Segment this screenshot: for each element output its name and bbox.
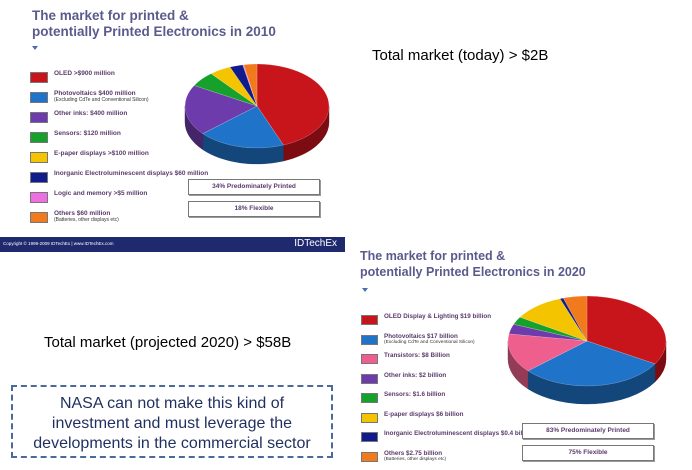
- footer-copyright: Copyright © 1999-2009 IDTechEx | www.IDT…: [3, 241, 114, 246]
- nasa-line-2: investment and must leverage the: [13, 414, 331, 434]
- idtechex-logo: IDTechEx: [294, 238, 337, 249]
- nasa-line-1: NASA can not make this kind of: [13, 394, 331, 414]
- slide-2010-printed-note: 34% Predominately Printed: [188, 179, 320, 195]
- slide-2020-printed-note: 83% Predominately Printed: [522, 423, 654, 439]
- slide-2020-flexible-note: 75% Flexible: [522, 445, 654, 461]
- nasa-callout-box: NASA can not make this kind of investmen…: [11, 385, 333, 458]
- nasa-line-3: developments in the commercial sector: [13, 434, 331, 454]
- slide-2010-flexible-note: 18% Flexible: [188, 201, 320, 217]
- slide-2010-footer: Copyright © 1999-2009 IDTechEx | www.IDT…: [0, 237, 345, 252]
- slide-2020: The market for printed & potentially Pri…: [356, 244, 692, 468]
- total-market-projected: Total market (projected 2020) > $58B: [44, 334, 291, 351]
- slide-2010: The market for printed & potentially Pri…: [0, 0, 345, 252]
- total-market-today: Total market (today) > $2B: [372, 47, 548, 64]
